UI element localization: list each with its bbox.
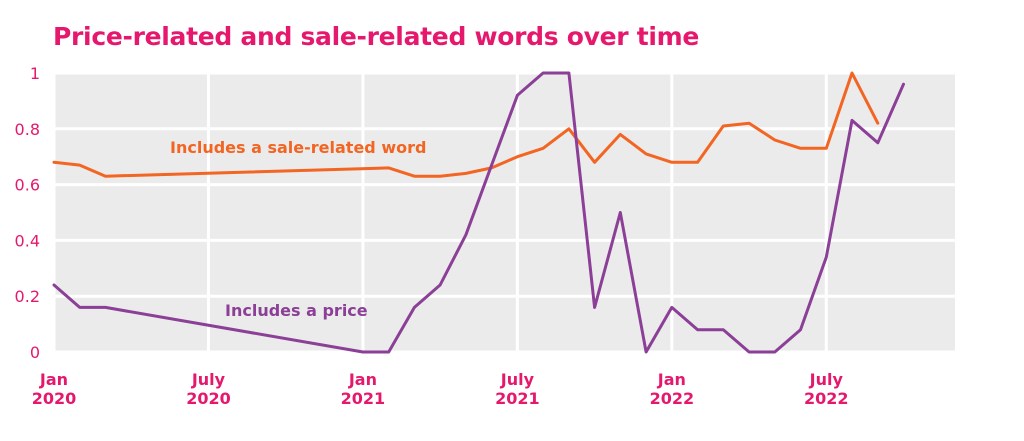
y-tick-label: 0.6 (15, 176, 40, 195)
y-tick-label: 0.8 (15, 120, 40, 139)
y-tick-label: 0 (30, 343, 40, 362)
chart-title: Price-related and sale-related words ove… (53, 22, 700, 51)
y-tick-label: 0.2 (15, 287, 40, 306)
x-tick-label: Jan 2022 (650, 370, 695, 408)
series-line-0 (52, 71, 880, 178)
x-tick-label: July 2022 (804, 370, 849, 408)
plot-background (54, 73, 955, 352)
x-tick-label: Jan 2021 (341, 370, 386, 408)
x-tick-label: July 2020 (186, 370, 231, 408)
series-line-1 (52, 71, 905, 354)
x-tick-label: Jan 2020 (32, 370, 77, 408)
y-tick-label: 1 (30, 64, 40, 83)
series-label-1: Includes a price (225, 301, 368, 320)
x-tick-label: July 2021 (495, 370, 540, 408)
series-label-0: Includes a sale-related word (170, 138, 426, 157)
y-tick-label: 0.4 (15, 231, 40, 250)
